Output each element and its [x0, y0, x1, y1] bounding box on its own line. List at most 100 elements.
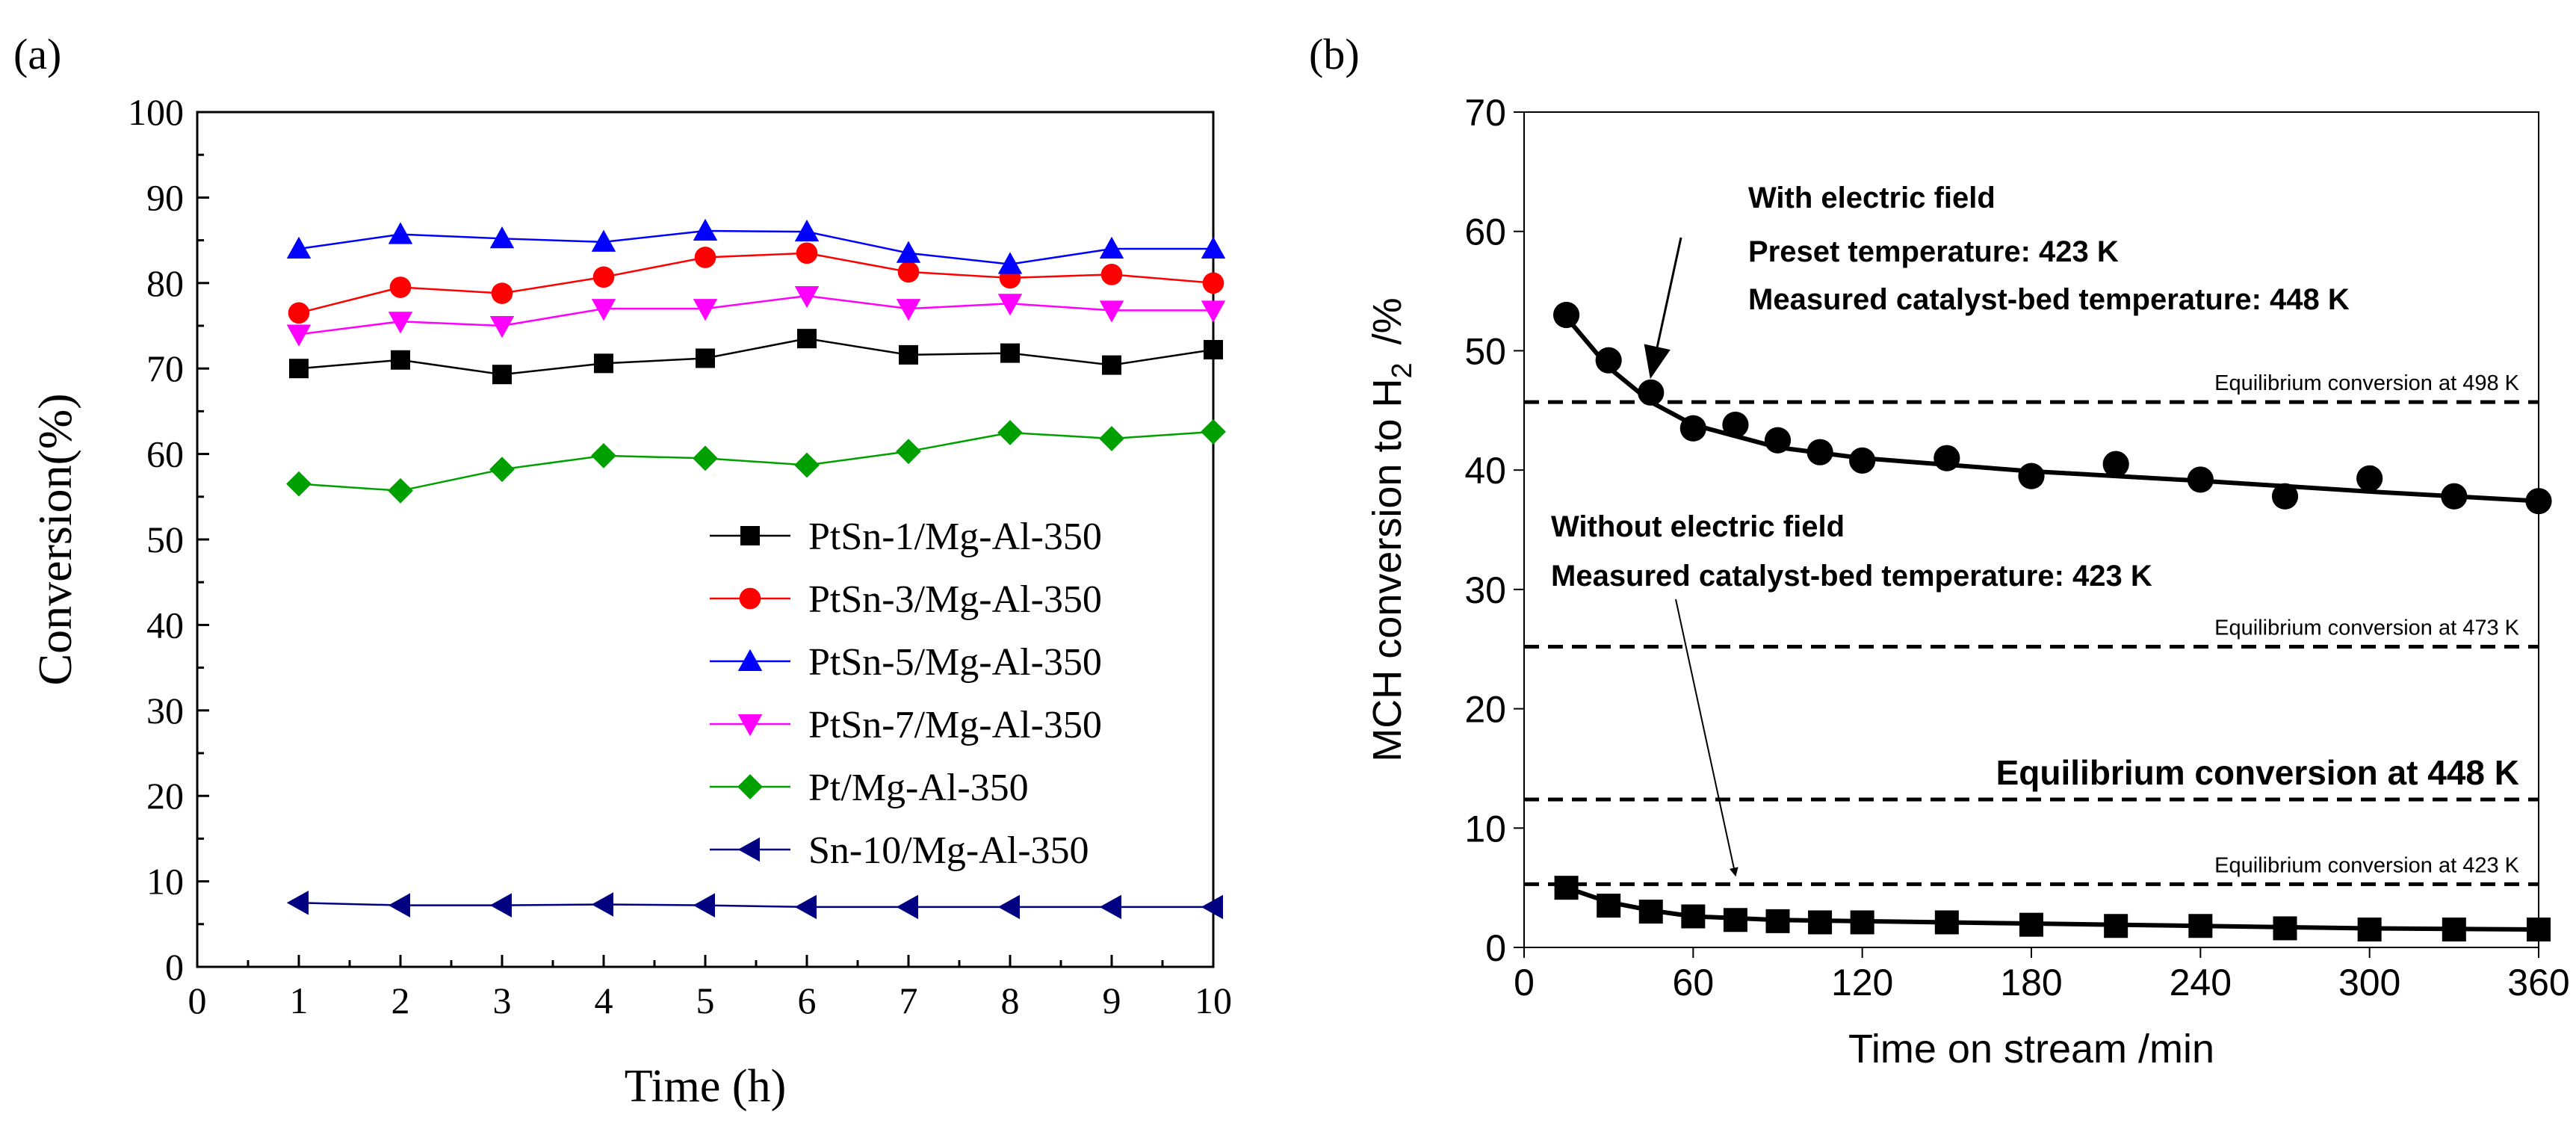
panel-b-series-2 — [1554, 876, 2551, 942]
panel-a-series-line — [298, 252, 1214, 315]
panel-b-data-point — [2188, 914, 2213, 938]
panel-a-data-point — [489, 226, 515, 249]
panel-a-data-point — [1100, 264, 1123, 285]
panel-a-data-point — [388, 222, 413, 244]
panel-b-y-tick-label: 20 — [1464, 689, 1506, 731]
panel-b-data-point — [1554, 876, 1579, 900]
panel-a-data-point — [286, 890, 309, 915]
panel-a-y-tick-label: 30 — [146, 690, 184, 731]
panel-a-legend-label: PtSn-3/Mg-Al-350 — [808, 578, 1102, 621]
panel-a-data-point — [796, 242, 818, 265]
panel-b-chart: (b) Equilibrium conversion at 498 K Equil… — [1309, 30, 2570, 1071]
panel-b-annotation-without-field: Without electric field Measured catalyst-… — [1551, 510, 2152, 877]
panel-a-data-point — [1202, 272, 1224, 294]
panel-a-data-point — [896, 241, 921, 263]
panel-b-data-point — [1638, 379, 1665, 406]
panel-a-series-line — [298, 229, 1213, 265]
panel-a-data-point — [1201, 300, 1226, 323]
panel-a-data-point — [492, 365, 512, 385]
panel-a-data-point — [1099, 300, 1124, 323]
panel-a-legend: PtSn-1/Mg-Al-350 PtSn-3/Mg-Al-350 PtSn-5/M… — [710, 516, 1102, 872]
panel-b-annotation-with-field: With electric field Preset temperature: 4… — [1644, 182, 2350, 380]
panel-a-y-tick-label: 60 — [146, 433, 184, 475]
panel-b-fit-curve — [1565, 885, 2539, 932]
panel-a-data-point — [1000, 343, 1020, 363]
panel-b-y-tick-label: 40 — [1464, 450, 1506, 492]
panel-a-data-point — [899, 344, 918, 365]
panel-b-annotation-text: Measured catalyst-bed temperature: 423 K — [1551, 560, 2152, 593]
panel-b-x-tick-label: 180 — [2000, 962, 2062, 1003]
panel-a-y-tick-label: 10 — [146, 861, 184, 903]
panel-a-data-point — [286, 471, 312, 497]
panel-a-data-point — [592, 266, 615, 288]
panel-a-y-tick-label: 40 — [146, 604, 184, 646]
panel-a-data-point — [897, 261, 920, 283]
panel-a-label: (a) — [13, 30, 61, 78]
panel-a-legend-marker — [737, 714, 763, 737]
panel-a-data-point — [797, 329, 817, 349]
panel-a-data-point — [696, 348, 715, 368]
panel-b-x-tick-label: 60 — [1673, 962, 1715, 1003]
panel-b-data-point — [1679, 415, 1706, 442]
panel-b-y-tick-label: 0 — [1485, 927, 1506, 969]
panel-b-data-point — [1638, 900, 1663, 924]
panel-b-series-1 — [1552, 301, 2552, 515]
panel-a-y-tick-label: 0 — [165, 946, 184, 988]
panel-a-legend-label: Pt/Mg-Al-350 — [808, 767, 1029, 809]
panel-a-data-point — [1099, 894, 1121, 920]
panel-b-data-point — [2527, 918, 2551, 942]
panel-b-data-point — [2357, 918, 2382, 942]
panel-b-annotation-arrow — [1644, 237, 1682, 380]
panel-b-x-tick-label: 240 — [2170, 962, 2232, 1003]
panel-a-data-point — [794, 894, 817, 920]
panel-a-series-line — [298, 294, 1213, 335]
panel-b-label: (b) — [1309, 30, 1360, 78]
panel-a-y-tick-label: 100 — [128, 91, 184, 133]
panel-a-legend-entry: Pt/Mg-Al-350 — [710, 767, 1029, 809]
panel-a-data-point — [489, 893, 512, 918]
panel-b-data-point — [2187, 466, 2214, 493]
panel-b-data-point — [1849, 447, 1876, 474]
panel-b-data-point — [1933, 445, 1960, 471]
panel-b-annotation-text: Preset temperature: 423 K — [1748, 235, 2119, 268]
panel-a-data-point — [997, 420, 1023, 445]
panel-b-data-point — [2441, 483, 2468, 510]
panel-b-x-tick-label: 120 — [1831, 962, 1893, 1003]
panel-b-data-point — [1808, 910, 1833, 935]
panel-b-data-point — [1934, 910, 1959, 935]
panel-b-x-tick-label: 0 — [1514, 962, 1535, 1003]
panel-b-y-tick-label: 60 — [1464, 211, 1506, 253]
panel-b-data-point — [1764, 427, 1792, 454]
panel-a-data-point — [693, 299, 718, 321]
panel-b-data-point — [2273, 916, 2297, 941]
panel-a-data-point — [997, 294, 1023, 316]
panel-a-data-point — [694, 247, 716, 268]
panel-b-y-tick-label: 30 — [1464, 569, 1506, 611]
panel-a-data-point — [489, 457, 515, 483]
panel-a-data-point — [388, 477, 413, 504]
panel-a-data-point — [286, 236, 312, 259]
panel-b-data-point — [2019, 912, 2043, 937]
panel-b-annotation-text: With electric field — [1748, 182, 1996, 214]
panel-a-x-tick-label: 0 — [188, 980, 207, 1021]
panel-a-data-point — [591, 229, 616, 252]
panel-a-data-point — [391, 350, 410, 370]
panel-a-data-point — [389, 276, 412, 298]
panel-a-y-axis-label: Conversion(%) — [28, 393, 81, 685]
panel-a-legend-label: PtSn-5/Mg-Al-350 — [808, 641, 1102, 684]
panel-b-equilibrium-line: Equilibrium conversion at 423 K — [1524, 853, 2539, 886]
panel-a-x-tick-label: 2 — [391, 980, 410, 1021]
panel-a-data-point — [1204, 340, 1223, 360]
panel-a-data-point — [286, 324, 312, 347]
panel-a-series-6 — [286, 890, 1223, 920]
panel-a-legend-entry: Sn-10/Mg-Al-350 — [710, 829, 1089, 872]
panel-a-series-3 — [286, 218, 1226, 274]
panel-a-series-line — [298, 337, 1214, 376]
panel-a-x-tick-label: 10 — [1195, 980, 1232, 1021]
panel-b-data-point — [2442, 918, 2466, 942]
panel-b-equilibrium-line: Equilibrium conversion at 473 K — [1524, 616, 2539, 649]
panel-b-data-point — [2525, 488, 2552, 515]
panel-a-data-point — [289, 359, 309, 379]
panel-a-data-point — [489, 316, 515, 338]
